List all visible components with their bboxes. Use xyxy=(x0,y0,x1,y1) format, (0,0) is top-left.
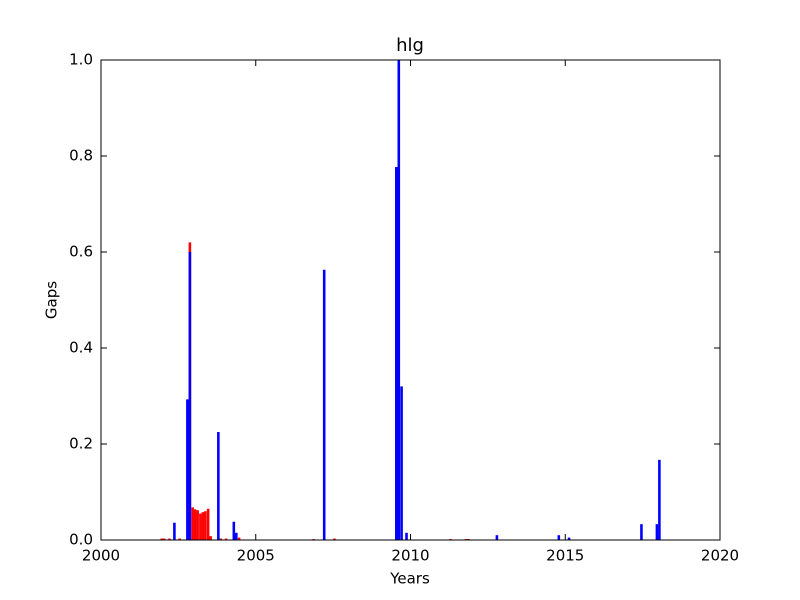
bar xyxy=(160,538,164,540)
bar xyxy=(191,507,194,540)
y-tick-label: 0.2 xyxy=(69,435,93,453)
y-tick-label: 0.8 xyxy=(69,147,93,165)
bar xyxy=(232,521,236,540)
x-axis-label: Years xyxy=(389,570,430,588)
bar xyxy=(495,535,499,540)
bar xyxy=(196,510,199,540)
y-tick-label: 0.6 xyxy=(69,243,93,261)
bar xyxy=(178,538,181,540)
bar xyxy=(209,536,212,540)
bar xyxy=(219,538,223,540)
bar xyxy=(400,386,403,540)
y-tick-label: 1.0 xyxy=(69,51,93,69)
bar xyxy=(557,535,561,540)
chart-title: hlg xyxy=(396,35,424,56)
bar xyxy=(333,538,336,540)
x-tick-label: 2005 xyxy=(237,547,275,565)
bar xyxy=(397,60,401,540)
x-tick-label: 2015 xyxy=(546,547,584,565)
x-tick-label: 2020 xyxy=(701,547,739,565)
bar xyxy=(206,508,210,540)
bar xyxy=(173,522,176,540)
y-tick-label: 0.4 xyxy=(69,339,93,357)
bar xyxy=(235,532,238,540)
bar xyxy=(237,537,241,540)
bar xyxy=(658,459,661,540)
bar xyxy=(188,252,192,540)
bar xyxy=(655,524,659,540)
bar xyxy=(224,538,228,540)
bar xyxy=(186,399,189,540)
bar xyxy=(199,513,202,540)
x-tick-label: 2000 xyxy=(82,547,120,565)
bar xyxy=(201,512,205,540)
bar xyxy=(640,524,643,540)
y-tick-label: 0.0 xyxy=(69,531,93,549)
bar xyxy=(204,511,207,540)
bar xyxy=(162,538,166,540)
bar xyxy=(405,532,408,540)
bar xyxy=(322,269,326,540)
y-axis-label: Gaps xyxy=(43,281,61,319)
bar xyxy=(217,432,220,540)
bar xyxy=(168,538,171,540)
bar xyxy=(193,509,197,540)
bar xyxy=(395,167,398,541)
x-tick-label: 2010 xyxy=(391,547,429,565)
bar xyxy=(567,537,571,540)
